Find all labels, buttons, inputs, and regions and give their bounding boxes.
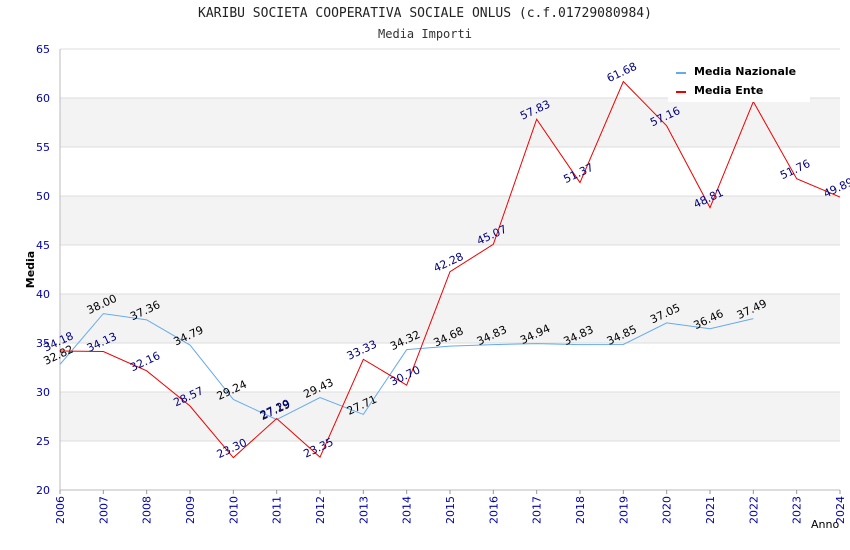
y-tick-label: 35 (36, 337, 50, 350)
chart-subtitle: Media Importi (378, 27, 472, 41)
y-tick-label: 50 (36, 190, 50, 203)
data-label: 51.37 (561, 161, 595, 186)
x-tick-label: 2011 (271, 496, 284, 524)
data-label: 61.68 (605, 60, 639, 85)
x-tick-label: 2019 (617, 496, 630, 524)
x-tick-label: 2017 (531, 496, 544, 524)
series-line-media-ente (59, 80, 841, 459)
grid-band (60, 392, 840, 441)
x-tick-label: 2021 (704, 496, 717, 524)
y-tick-label: 40 (36, 288, 50, 301)
legend-box (668, 60, 810, 102)
x-tick-label: 2013 (357, 496, 370, 524)
x-tick-label: 2016 (487, 496, 500, 524)
x-tick-label: 2014 (401, 496, 414, 524)
data-label: 42.28 (431, 250, 465, 275)
x-tick-label: 2023 (791, 496, 804, 524)
x-tick-label: 2007 (97, 496, 110, 524)
y-tick-label: 65 (36, 43, 50, 56)
y-tick-label: 30 (36, 386, 50, 399)
x-axis-title: Anno (811, 518, 839, 531)
legend-label: Media Nazionale (694, 65, 796, 78)
x-tick-label: 2024 (834, 496, 847, 524)
grid-band (60, 294, 840, 343)
data-label: 51.76 (778, 157, 812, 182)
grid-band (60, 98, 840, 147)
grid-band (60, 196, 840, 245)
x-tick-label: 2009 (184, 496, 197, 524)
y-tick-label: 60 (36, 92, 50, 105)
x-tick-label: 2020 (661, 496, 674, 524)
y-tick-label: 20 (36, 484, 50, 497)
x-tick-label: 2018 (574, 496, 587, 524)
x-tick-label: 2012 (314, 496, 327, 524)
x-tick-label: 2010 (227, 496, 240, 524)
x-tick-label: 2006 (54, 496, 67, 524)
legend-label: Media Ente (694, 84, 763, 97)
x-tick-label: 2015 (444, 496, 457, 524)
y-axis-title: Media (24, 251, 37, 288)
x-tick-label: 2008 (141, 496, 154, 524)
chart-title: KARIBU SOCIETA COOPERATIVA SOCIALE ONLUS… (198, 6, 652, 21)
series-line-media-nazionale (59, 313, 754, 421)
y-tick-label: 45 (36, 239, 50, 252)
y-tick-label: 55 (36, 141, 50, 154)
x-tick-label: 2022 (747, 496, 760, 524)
y-tick-label: 25 (36, 435, 50, 448)
